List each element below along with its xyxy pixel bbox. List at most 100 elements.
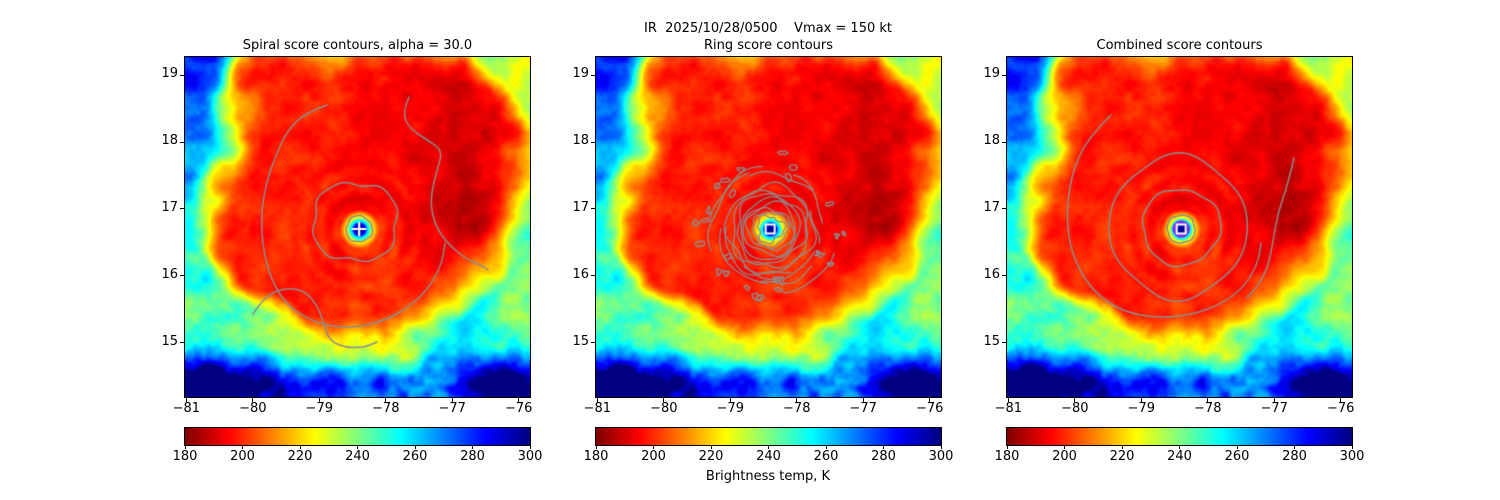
colorbar-tick-label: 260 [813,449,839,464]
colorbar-tick-mark [184,446,186,449]
colorbar-tick-mark [299,446,301,449]
x-tick-mark [1007,398,1009,402]
x-tick-label: −79 [1127,401,1155,416]
colorbar-tick-mark [653,446,654,449]
y-tick-label: 17 [161,199,178,215]
x-tick-label: −78 [372,401,400,416]
heatmap-canvas-combined [1006,56,1353,398]
x-tick-mark [1074,398,1076,402]
y-tick-mark [180,208,184,210]
x-tick-label: −77 [438,401,466,416]
colorbar-tick-mark [1236,446,1238,449]
x-tick-mark [663,398,665,402]
colorbar-tick-mark [242,446,243,449]
x-tick-mark [862,398,864,402]
x-tick-label: −78 [783,401,811,416]
y-tick-mark [180,74,184,76]
colorbar-tick-label: 240 [1167,449,1192,464]
x-tick-mark [796,398,798,402]
colorbar-tick-label: 200 [230,449,255,464]
colorbar-tick-label: 200 [641,449,666,464]
x-tick-mark [518,398,520,402]
x-tick-label: −81 [583,401,612,416]
x-tick-label: −81 [172,401,201,416]
colorbar-tick-mark [595,446,597,449]
panel-title-combined: Combined score contours [1096,38,1263,53]
colorbar-tick-label: 220 [1109,449,1135,464]
x-tick-mark [596,398,598,402]
x-tick-mark [1340,398,1342,402]
y-tick-mark [591,275,595,277]
x-tick-label: −79 [716,401,744,416]
colorbar-tick-label: 260 [1224,449,1250,464]
colorbar-tick-mark [1351,446,1353,449]
colorbar-tick-label: 300 [928,449,954,464]
x-tick-mark [729,398,731,402]
y-tick-label: 18 [572,133,589,148]
x-tick-label: −81 [994,401,1023,416]
x-tick-mark [185,398,187,402]
y-tick-label: 19 [161,66,178,82]
x-tick-label: −76 [1326,401,1355,416]
colorbar-tick-mark [768,446,769,449]
colorbar-tick-mark [825,446,827,449]
colorbar-tick-label: 240 [345,449,370,464]
colorbar-tick-mark [529,446,531,449]
x-tick-mark [1207,398,1209,402]
y-tick-label: 18 [983,133,1000,148]
y-tick-mark [591,141,595,143]
colorbar-tick-mark [1294,446,1295,449]
x-tick-label: −78 [1194,401,1222,416]
y-tick-mark [591,342,595,344]
x-tick-mark [451,398,453,402]
colorbar-tick-label: 180 [172,449,198,464]
y-tick-label: 16 [572,266,589,282]
x-tick-mark [1140,398,1142,402]
panel-title-ring: Ring score contours [703,38,834,53]
y-tick-mark [1002,208,1006,210]
colorbar-tick-label: 280 [871,449,896,464]
colorbar-tick-mark [472,446,473,449]
y-tick-label: 17 [572,199,589,215]
x-tick-label: −76 [915,401,944,416]
colorbar-tick-label: 180 [994,449,1020,464]
panel-title-spiral: Spiral score contours, alpha = 30.0 [242,38,473,53]
x-tick-label: −80 [239,401,267,416]
heatmap-canvas-ring [595,56,942,398]
y-tick-mark [1002,275,1006,277]
y-tick-label: 15 [983,333,1000,349]
colorbar-tick-label: 280 [460,449,485,464]
heatmap-canvas-spiral [184,56,531,398]
colorbar-canvas-ring [595,427,942,446]
x-tick-label: −77 [849,401,877,416]
colorbar-tick-mark [1121,446,1123,449]
colorbar-tick-label: 260 [402,449,428,464]
y-tick-mark [1002,74,1006,76]
y-tick-label: 19 [572,66,589,82]
x-tick-label: −80 [1061,401,1089,416]
x-tick-label: −80 [650,401,678,416]
colorbar-tick-label: 220 [287,449,313,464]
y-tick-label: 17 [983,199,1000,215]
x-tick-mark [385,398,387,402]
x-tick-label: −79 [305,401,333,416]
x-tick-mark [252,398,254,402]
y-tick-label: 16 [161,266,178,282]
x-tick-mark [929,398,931,402]
colorbar-tick-label: 280 [1282,449,1307,464]
suptitle: IR 2025/10/28/0500 Vmax = 150 kt [644,21,892,36]
y-tick-label: 19 [983,66,1000,82]
x-tick-mark [318,398,320,402]
colorbar-tick-label: 300 [1339,449,1365,464]
x-tick-label: −76 [504,401,533,416]
colorbar-tick-label: 240 [756,449,781,464]
colorbar-tick-mark [883,446,884,449]
colorbar-canvas-spiral [184,427,531,446]
x-tick-mark [1273,398,1275,402]
colorbar-tick-mark [1179,446,1180,449]
y-tick-mark [591,208,595,210]
colorbar-label: Brightness temp, K [705,469,831,484]
colorbar-tick-label: 200 [1052,449,1077,464]
y-tick-label: 16 [983,266,1000,282]
